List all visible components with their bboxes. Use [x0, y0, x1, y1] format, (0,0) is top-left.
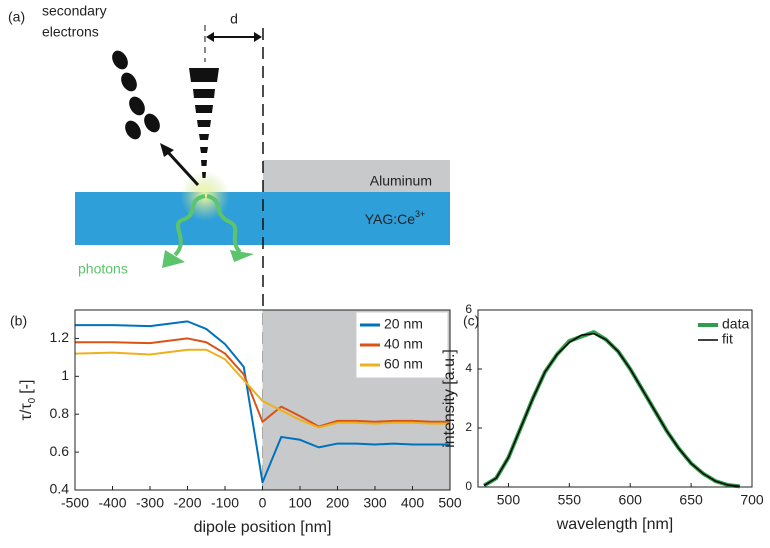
axes-box: [477, 309, 753, 488]
y-tick-label: 0.8: [50, 405, 70, 421]
arrow-head: [254, 32, 262, 42]
x-tick-label: -200: [173, 495, 201, 511]
beam: [189, 68, 219, 178]
legend-label: 60 nm: [384, 356, 423, 372]
crystal-label-sup: 3+: [415, 209, 425, 219]
photons-label: photons: [78, 261, 128, 277]
y-axis-label: intensity [a.u.]: [441, 349, 458, 448]
x-tick-label: 500: [438, 495, 462, 511]
x-tick-label: 400: [401, 495, 425, 511]
photon-arrow: [162, 250, 185, 268]
y-tick-label: 0.4: [50, 481, 70, 497]
series-line: [483, 332, 740, 488]
arrow-head: [160, 143, 174, 157]
y-tick-label: 0.6: [50, 443, 70, 459]
y-tick-label: 1: [61, 367, 69, 383]
x-tick-label: 300: [363, 495, 387, 511]
y-tick-label: 6: [465, 302, 472, 316]
y-axis-label-unit: [-]: [18, 380, 35, 394]
y-tick-label: 2: [465, 420, 472, 434]
y-tick-label: 4: [465, 361, 472, 375]
legend-label: 20 nm: [384, 316, 423, 332]
x-tick-label: 200: [326, 495, 350, 511]
x-tick-label: 550: [558, 492, 582, 508]
x-axis-label: wavelength [nm]: [556, 516, 674, 533]
electrons-label: electrons: [42, 24, 99, 40]
photon-arrow: [230, 250, 254, 262]
series-line: [483, 330, 741, 489]
x-tick-label: 700: [740, 492, 764, 508]
x-tick-label: -100: [211, 495, 239, 511]
crystal-label: YAG:Ce3+: [365, 209, 426, 226]
y-tick-label: 0: [465, 479, 472, 493]
legend-label: 40 nm: [384, 336, 423, 352]
metal-label: Aluminum: [370, 173, 432, 189]
series-line: [75, 320, 450, 484]
legend-label: data: [722, 316, 749, 332]
panel-label: (b): [10, 313, 27, 329]
y-tick-label: 1.2: [50, 329, 70, 345]
diagram: (a) secondary electrons d Aluminum YAG:C…: [8, 3, 450, 490]
plot: [74, 320, 450, 484]
panel-label: (c): [463, 313, 479, 329]
axes-box: [74, 309, 451, 491]
y-axis-label-main: τ/τ: [18, 403, 35, 421]
arrow-head: [206, 32, 214, 42]
photon-paths: [173, 194, 242, 257]
x-tick-label: 600: [619, 492, 643, 508]
x-tick-label: -300: [136, 495, 164, 511]
y-axis-label: τ/τ0 [-]: [18, 380, 37, 421]
x-axis-label: dipole position [nm]: [194, 519, 332, 536]
y-axis-label-sub: 0: [27, 397, 38, 403]
electrons-label: secondary: [42, 3, 107, 19]
plot: [483, 330, 741, 489]
x-tick-label: 0: [259, 495, 267, 511]
legend-label: fit: [722, 331, 733, 347]
crystal-label-main: YAG:Ce: [365, 211, 416, 227]
series-line: [74, 348, 450, 429]
x-tick-label: -400: [98, 495, 126, 511]
electrons: [112, 50, 160, 140]
distance-label: d: [230, 11, 238, 27]
x-tick-label: 100: [288, 495, 312, 511]
series-line: [75, 337, 450, 428]
electron-arrow: [164, 148, 200, 187]
x-tick-label: 500: [497, 492, 521, 508]
x-tick-label: 650: [679, 492, 703, 508]
y-axis-label-main: intensity [a.u.]: [441, 349, 458, 448]
x-tick-label: -500: [61, 495, 89, 511]
metal-layer: [263, 160, 450, 192]
panel-label: (a): [8, 9, 25, 25]
